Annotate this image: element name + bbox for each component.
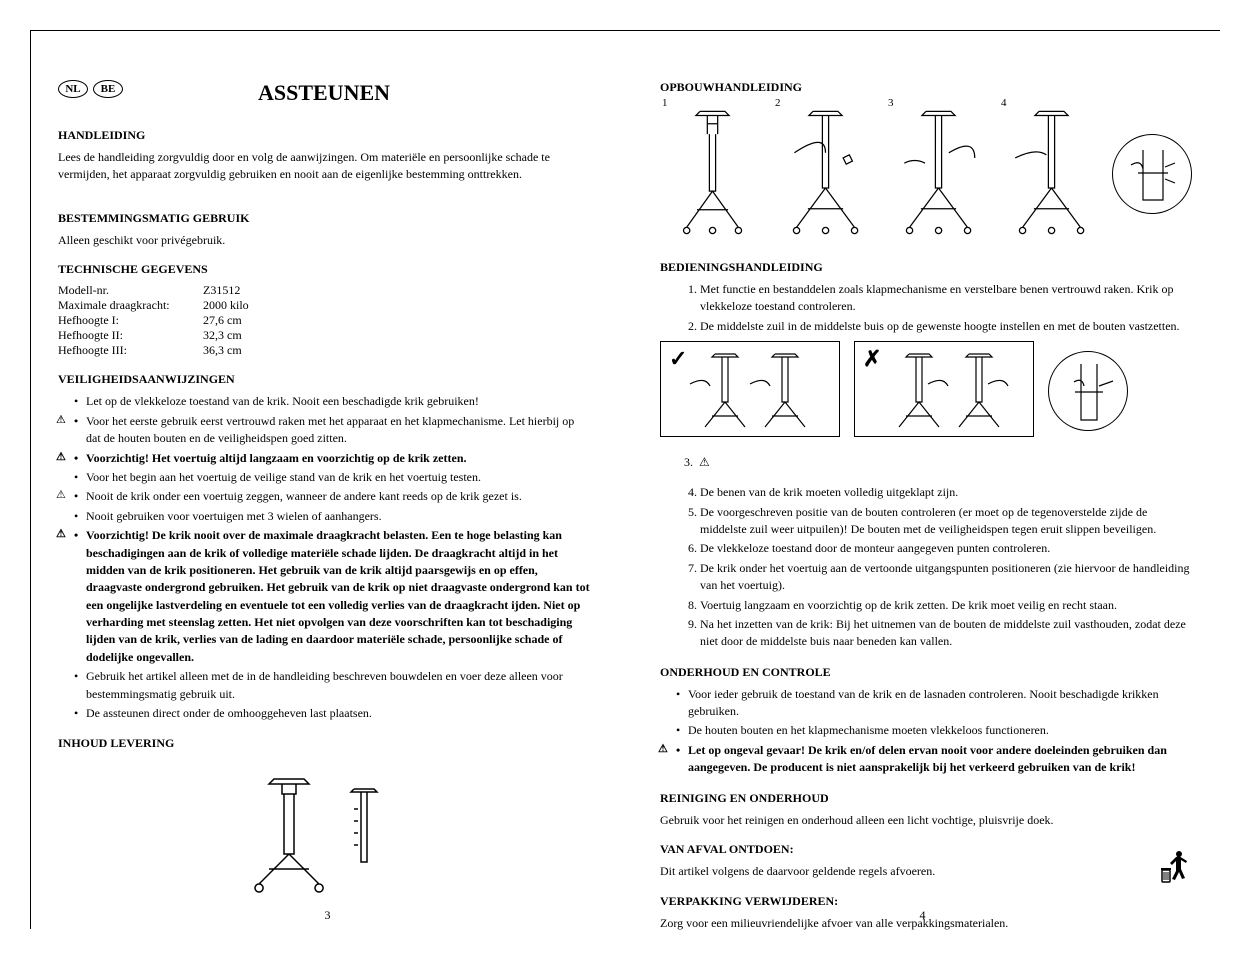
heading-tech: TECHNISCHE GEGEVENS [58, 262, 590, 277]
safety-item: Nooit de krik onder een voertuig zeggen,… [86, 488, 590, 505]
page-number-right: 4 [625, 908, 1220, 923]
operation-list-a: Met functie en bestanddelen zoals klapme… [660, 281, 1192, 335]
cross-icon: ✗ [863, 346, 881, 372]
item-3-number: 3. [684, 455, 693, 469]
operation-item: De vlekkeloze toestand door de monteur a… [700, 540, 1192, 557]
operation-item: Voertuig langzaam en voorzichtig op de k… [700, 597, 1192, 614]
safety-item: Voorzichtig! De krik nooit over de maxim… [86, 527, 590, 666]
spec-value: 32,3 cm [203, 328, 273, 343]
step-number: 1 [662, 97, 668, 109]
heading-opbouw: OPBOUWHANDLEIDING [660, 80, 1192, 95]
heading-onderhoud: ONDERHOUD EN CONTROLE [660, 665, 1192, 680]
heading-reiniging: REINIGING EN ONDERHOUD [660, 791, 1192, 806]
maintenance-item: Voor ieder gebruik de toestand van de kr… [688, 686, 1192, 721]
illustration-delivery [234, 759, 414, 899]
correct-panel: ✓ [660, 341, 840, 437]
safety-list: Let op de vlekkeloze toestand van de kri… [58, 393, 590, 722]
step-number: 4 [1001, 97, 1007, 109]
safety-item: De assteunen direct onder de omhooggehev… [86, 705, 590, 722]
spec-value: 27,6 cm [203, 313, 273, 328]
heading-afval: VAN AFVAL ONTDOEN: [660, 842, 1192, 857]
body-reiniging: Gebruik voor het reinigen en onderhoud a… [660, 812, 1192, 829]
page-title: ASSTEUNEN [58, 80, 590, 106]
maintenance-item: Let op ongeval gevaar! De krik en/of del… [688, 742, 1192, 777]
page-right: OPBOUWHANDLEIDING 1 2 3 4 BEDIENINGSH [625, 30, 1220, 929]
operation-item: De middelste zuil in de middelste buis o… [700, 318, 1192, 335]
spec-row: Hefhoogte III:36,3 cm [58, 343, 590, 358]
spec-label: Modell-nr. [58, 283, 203, 298]
assembly-illustrations: 1 2 3 4 [660, 101, 1192, 246]
operation-item-3: 3. ⚠ [660, 455, 1192, 470]
operation-list-b: De benen van de krik moeten volledig uit… [660, 484, 1192, 651]
operation-item: De krik onder het voertuig aan de vertoo… [700, 560, 1192, 595]
spec-label: Hefhoogte III: [58, 343, 203, 358]
spec-row: Hefhoogte I:27,6 cm [58, 313, 590, 328]
operation-item: Na het inzetten van de krik: Bij het uit… [700, 616, 1192, 651]
step-number: 3 [888, 97, 894, 109]
spec-value: 36,3 cm [203, 343, 273, 358]
safety-item: Voorzichtig! Het voertuig altijd langzaa… [86, 450, 590, 467]
safety-item: Nooit gebruiken voor voertuigen met 3 wi… [86, 508, 590, 525]
page-number-left: 3 [30, 908, 625, 923]
step-number: 2 [775, 97, 781, 109]
heading-verpakking: VERPAKKING VERWIJDEREN: [660, 894, 1192, 909]
safety-item: Voor het begin aan het voertuig de veili… [86, 469, 590, 486]
spec-value: Z31512 [203, 283, 273, 298]
badge-be: BE [93, 80, 123, 98]
operation-item: Met functie en bestanddelen zoals klapme… [700, 281, 1192, 316]
correct-incorrect-illustrations: ✓ ✗ [660, 341, 1192, 441]
spec-value: 2000 kilo [203, 298, 273, 313]
assembly-step-1: 1 [660, 101, 765, 246]
spec-label: Hefhoogte II: [58, 328, 203, 343]
assembly-step-4: 4 [999, 101, 1104, 246]
spec-row: Maximale draagkracht:2000 kilo [58, 298, 590, 313]
safety-item: Voor het eerste gebruik eerst vertrouwd … [86, 413, 590, 448]
heading-handleiding: HANDLEIDING [58, 128, 590, 143]
spec-row: Hefhoogte II:32,3 cm [58, 328, 590, 343]
warning-icon: ⚠ [699, 455, 710, 469]
body-afval: Dit artikel volgens de daarvoor geldende… [660, 863, 1192, 880]
page-left: NL BE ASSTEUNEN HANDLEIDING Lees de hand… [30, 30, 625, 929]
disposal-icon [1160, 850, 1190, 889]
incorrect-panel: ✗ [854, 341, 1034, 437]
document-spread: NL BE ASSTEUNEN HANDLEIDING Lees de hand… [30, 30, 1220, 929]
spec-row: Modell-nr.Z31512 [58, 283, 590, 298]
maintenance-item: De houten bouten en het klapmechanisme m… [688, 722, 1192, 739]
spec-label: Hefhoogte I: [58, 313, 203, 328]
safety-item: Let op de vlekkeloze toestand van de kri… [86, 393, 590, 410]
badge-nl: NL [58, 80, 88, 98]
assembly-step-2: 2 [773, 101, 878, 246]
heading-inhoud: INHOUD LEVERING [58, 736, 590, 751]
assembly-detail-circle [1112, 134, 1192, 214]
body-handleiding: Lees de handleiding zorgvuldig door en v… [58, 149, 590, 183]
operation-item: De benen van de krik moeten volledig uit… [700, 484, 1192, 501]
assembly-step-3: 3 [886, 101, 991, 246]
spec-table: Modell-nr.Z31512 Maximale draagkracht:20… [58, 283, 590, 358]
heading-bediening: BEDIENINGSHANDLEIDING [660, 260, 1192, 275]
operation-item: De voorgeschreven positie van de bouten … [700, 504, 1192, 539]
safety-item: Gebruik het artikel alleen met de in de … [86, 668, 590, 703]
body-bestemming: Alleen geschikt voor privégebruik. [58, 232, 590, 249]
heading-bestemming: BESTEMMINGSMATIG GEBRUIK [58, 211, 590, 226]
heading-veiligheid: VEILIGHEIDSAANWIJZINGEN [58, 372, 590, 387]
detail-circle [1048, 351, 1128, 431]
maintenance-list: Voor ieder gebruik de toestand van de kr… [660, 686, 1192, 777]
spec-label: Maximale draagkracht: [58, 298, 203, 313]
check-icon: ✓ [669, 346, 687, 372]
